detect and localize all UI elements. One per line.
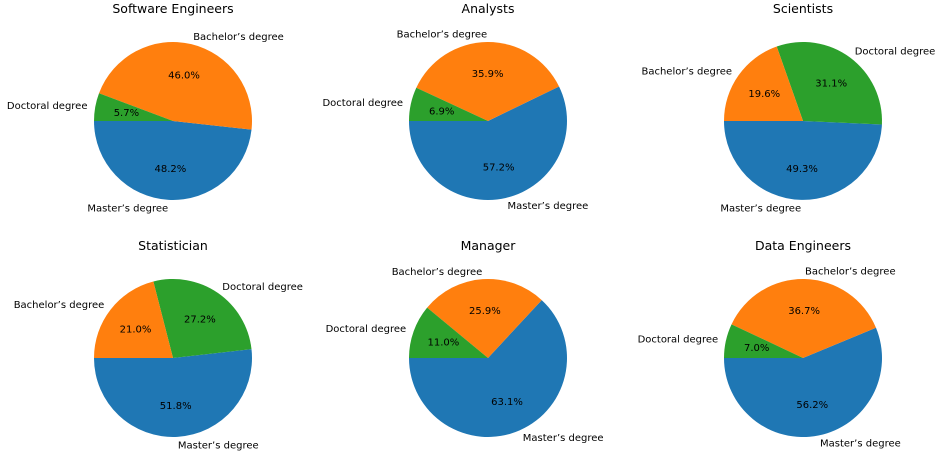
chart-title: Statistician: [138, 238, 208, 253]
pie-category-label: Master’s degree: [720, 203, 801, 214]
pie-chart-data-engineers: 56.2% Master’s degree 36.7% Bachelor’s degr…: [638, 238, 901, 450]
pie-category-label: Master’s degree: [178, 440, 259, 451]
pie-slice-doctoral-degree: [724, 324, 803, 358]
pie-slice-doctoral-degree: [409, 307, 488, 358]
pie-category-label: Bachelor’s degree: [193, 32, 284, 43]
pie-percent-label: 46.0%: [168, 70, 200, 81]
pie-category-label: Doctoral degree: [7, 101, 88, 112]
pie-percent-label: 19.6%: [748, 89, 780, 100]
pie-slice-bachelor-s-degree: [99, 41, 252, 130]
pie-percent-label: 35.9%: [472, 69, 504, 80]
chart-title: Analysts: [462, 1, 515, 16]
pie-category-label: Bachelor’s degree: [397, 30, 488, 41]
pie-chart-manager: 63.1% Master’s degree 25.9% Bachelor’s degr…: [326, 238, 604, 444]
pie-slice-bachelor-s-degree: [427, 278, 542, 358]
pie-category-label: Master’s degree: [820, 439, 901, 450]
pie-percent-label: 57.2%: [483, 163, 515, 174]
pie-slice-master-s-degree: [724, 121, 882, 200]
pie-slice-bachelor-s-degree: [723, 46, 803, 121]
pie-category-label: Doctoral degree: [322, 98, 403, 109]
pie-category-label: Master’s degree: [508, 201, 589, 212]
chart-title: Data Engineers: [755, 238, 851, 253]
pie-percent-label: 5.7%: [114, 108, 139, 119]
pie-category-label: Bachelor’s degree: [14, 300, 105, 311]
pie-chart-software-engineers: 48.2% Master’s degree 46.0% Bachelor’s degr…: [7, 1, 284, 214]
pie-percent-label: 36.7%: [788, 306, 820, 317]
pie-percent-label: 56.2%: [796, 400, 828, 411]
pie-slice-doctoral-degree: [153, 278, 252, 358]
pie-category-label: Master’s degree: [87, 203, 168, 214]
pie-category-label: Bachelor’s degree: [641, 66, 732, 77]
pie-slice-doctoral-degree: [776, 41, 882, 125]
pie-chart-scientists: 49.3% Master’s degree 31.1% Doctoral degree…: [641, 1, 935, 214]
pie-percent-label: 6.9%: [429, 106, 454, 117]
chart-title: Software Engineers: [112, 1, 233, 16]
pie-category-label: Bachelor’s degree: [805, 267, 896, 278]
pie-chart-statistician: 51.8% Master’s degree 27.2% Doctoral degree…: [14, 238, 303, 451]
pie-slice-master-s-degree: [409, 300, 567, 437]
pie-percent-label: 25.9%: [469, 306, 501, 317]
pie-slice-doctoral-degree: [409, 87, 488, 121]
pie-percent-label: 21.0%: [120, 324, 152, 335]
pie-category-label: Doctoral degree: [222, 282, 303, 293]
pie-percent-label: 48.2%: [155, 164, 187, 175]
pie-percent-label: 63.1%: [491, 397, 523, 408]
pie-chart-analysts: 57.2% Master’s degree 35.9% Bachelor’s degr…: [322, 1, 588, 212]
pie-percent-label: 11.0%: [428, 337, 460, 348]
pie-slice-bachelor-s-degree: [416, 42, 560, 121]
pie-slice-master-s-degree: [724, 327, 882, 438]
pie-category-label: Doctoral degree: [638, 335, 719, 346]
pie-slice-doctoral-degree: [94, 93, 173, 121]
pie-slice-bachelor-s-degree: [731, 279, 876, 358]
pie-percent-label: 7.0%: [744, 343, 769, 354]
chart-title: Scientists: [773, 1, 833, 16]
pie-slice-bachelor-s-degree: [94, 281, 173, 358]
pie-percent-label: 27.2%: [184, 315, 216, 326]
pie-category-label: Doctoral degree: [855, 47, 936, 58]
pie-percent-label: 51.8%: [160, 401, 192, 412]
pie-percent-label: 31.1%: [815, 78, 847, 89]
pie-slice-master-s-degree: [94, 349, 252, 437]
pie-category-label: Bachelor’s degree: [392, 267, 483, 278]
pie-slice-master-s-degree: [409, 86, 567, 201]
pie-category-label: Doctoral degree: [326, 324, 407, 335]
pie-slice-master-s-degree: [94, 121, 252, 200]
chart-title: Manager: [461, 238, 517, 253]
pie-category-label: Master’s degree: [523, 433, 604, 444]
pie-percent-label: 49.3%: [786, 164, 818, 175]
